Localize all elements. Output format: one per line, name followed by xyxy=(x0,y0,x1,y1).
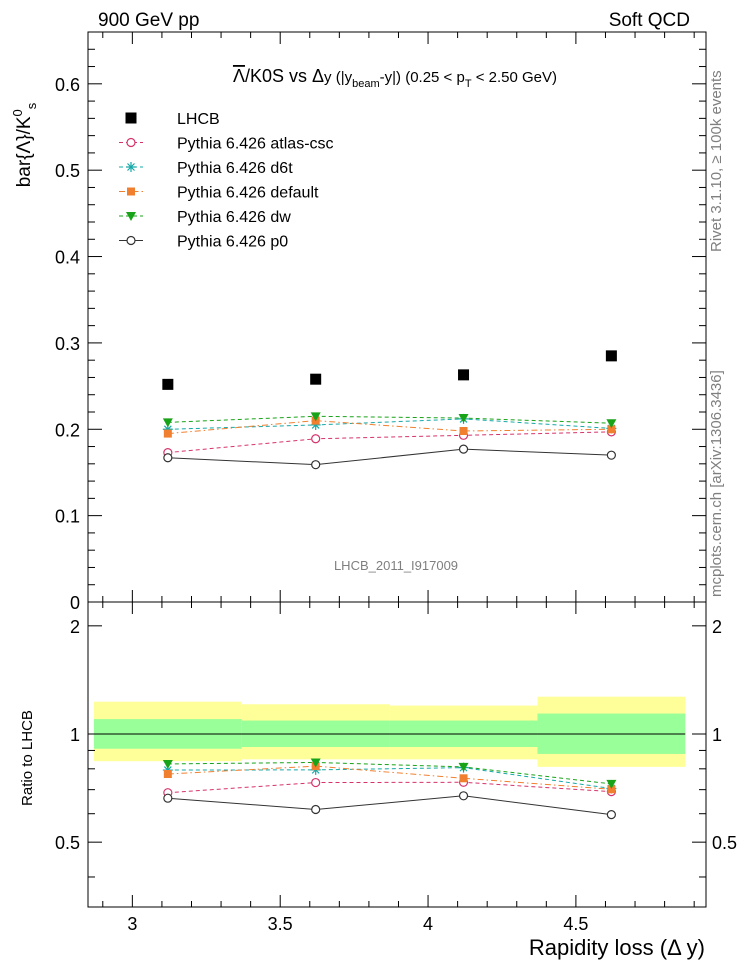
ratio-point-default xyxy=(607,785,616,794)
title-part4: < 2.50 GeV) xyxy=(472,69,557,86)
title-sub-t: T xyxy=(465,78,472,90)
ratio-tick-label-right: 0.5 xyxy=(712,833,737,853)
legend-marker-p0 xyxy=(126,235,136,246)
rivet-prefix: Rivet 3.1.10, xyxy=(708,164,725,252)
data-point-p0 xyxy=(458,444,469,454)
data-point-default xyxy=(607,425,616,434)
legend-label-d6t: Pythia 6.426 d6t xyxy=(177,160,293,177)
ylabel-sub: s xyxy=(24,102,39,109)
title-part1: /K0S vs xyxy=(245,66,312,86)
analysis-watermark: LHCB_2011_I917009 xyxy=(334,558,458,573)
legend-label-atlas_csc: Pythia 6.426 atlas-csc xyxy=(177,136,334,153)
y-tick-label: 0.3 xyxy=(55,334,80,354)
x-axis-label: Rapidity loss (Δ y) xyxy=(529,935,705,960)
ratio-line-dw xyxy=(167,761,612,785)
data-point-default xyxy=(459,427,468,435)
y-tick-label: 0.5 xyxy=(55,161,80,181)
data-point-lhcb xyxy=(310,373,322,385)
ratio-point-default xyxy=(163,770,172,779)
ratio-tick-label-right: 1 xyxy=(712,725,722,745)
ratio-tick-label: 1 xyxy=(70,725,80,745)
legend-marker-d6t xyxy=(126,162,136,172)
ratio-point-atlas_csc xyxy=(311,777,321,788)
data-point-p0 xyxy=(311,460,321,470)
legend-marker-atlas_csc xyxy=(126,137,136,148)
ylabel-sup: 0 xyxy=(10,109,25,116)
data-point-dw xyxy=(458,414,469,424)
data-point-lhcb xyxy=(458,369,470,381)
rivet-version-label: Rivet 3.1.10, ≥ 100k events xyxy=(708,70,725,252)
data-point-lhcb xyxy=(162,378,174,390)
x-tick-label: 3.5 xyxy=(268,914,293,934)
rivet-symbol: ≥ xyxy=(708,155,725,163)
series-line-d6t xyxy=(167,418,612,430)
x-tick-label: 4.5 xyxy=(563,914,588,934)
title-overline-lambda: Λ xyxy=(233,66,245,86)
data-point-atlas_csc xyxy=(311,434,321,444)
ylabel-main: bar{Λ}/K xyxy=(14,116,35,187)
ratio-ylabel: Ratio to LHCB xyxy=(19,710,36,806)
ratio-point-p0 xyxy=(458,791,469,801)
data-point-dw xyxy=(310,412,321,422)
ratio-point-dw xyxy=(310,758,321,768)
title-sub-beam: beam xyxy=(352,78,380,90)
x-tick-label: 3 xyxy=(127,914,137,934)
data-point-dw xyxy=(606,419,617,429)
series-line-atlas_csc xyxy=(167,431,612,454)
data-point-p0 xyxy=(606,450,616,460)
mcplots-label: mcplots.cern.ch [arXiv:1306.3436] xyxy=(708,370,725,597)
data-point-d6t xyxy=(162,424,173,435)
legend-marker-lhcb xyxy=(125,112,137,124)
legend-label-default: Pythia 6.426 default xyxy=(177,185,319,202)
title-delta: Δ xyxy=(312,66,324,86)
header-right: Soft QCD xyxy=(609,10,690,31)
y-tick-label: 0.6 xyxy=(55,75,80,95)
ratio-point-dw xyxy=(606,779,617,789)
legend-label-dw: Pythia 6.426 dw xyxy=(177,209,291,226)
ratio-point-default xyxy=(459,774,468,783)
ratio-point-p0 xyxy=(606,810,616,820)
y-tick-label: 0.1 xyxy=(55,507,80,527)
ratio-tick-label-right: 2 xyxy=(712,617,722,637)
rivet-suffix: 100k events xyxy=(708,70,725,155)
ratio-point-p0 xyxy=(311,804,321,815)
title-part3: -y|) (0.25 < p xyxy=(380,69,465,86)
ratio-line-d6t xyxy=(167,767,612,789)
main-ylabel: bar{Λ}/K0s xyxy=(10,102,39,187)
ratio-line-p0 xyxy=(167,795,612,816)
ratio-point-p0 xyxy=(163,793,173,803)
data-point-default xyxy=(163,429,172,438)
ratio-line-atlas_csc xyxy=(167,781,612,794)
legend-label-p0: Pythia 6.426 p0 xyxy=(177,234,288,251)
x-tick-label: 4 xyxy=(423,914,433,934)
chart-marks: 3 3.5 4 4.5 0 0.1 0.2 0.3 0.4 0.5 0.6 0.5 0.5 1 1 2 2 LHC… xyxy=(55,32,737,934)
ratio-point-dw xyxy=(162,759,173,769)
ratio-tick-label: 0.5 xyxy=(55,833,80,853)
y-tick-label: 0.4 xyxy=(55,248,80,268)
legend-marker-default xyxy=(127,187,135,196)
data-point-lhcb xyxy=(605,350,617,362)
ratio-tick-label: 2 xyxy=(70,617,80,637)
series-line-p0 xyxy=(167,448,612,466)
chart-title: Λ/K0S vs Δy (|ybeam-y|) (0.25 < pT < 2.5… xyxy=(233,66,557,90)
y-tick-label: 0 xyxy=(70,593,80,613)
legend-marker-dw xyxy=(126,212,136,221)
data-point-dw xyxy=(162,418,173,428)
ratio-point-dw xyxy=(458,762,469,772)
header-left: 900 GeV pp xyxy=(98,10,199,31)
legend-label-lhcb: LHCB xyxy=(177,111,220,128)
series-line-dw xyxy=(167,415,612,424)
data-point-p0 xyxy=(163,453,173,463)
data-point-d6t xyxy=(310,419,321,430)
ratio-plot-frame xyxy=(87,601,707,908)
title-part2: y (|y xyxy=(324,69,353,86)
y-tick-label: 0.2 xyxy=(55,420,80,440)
